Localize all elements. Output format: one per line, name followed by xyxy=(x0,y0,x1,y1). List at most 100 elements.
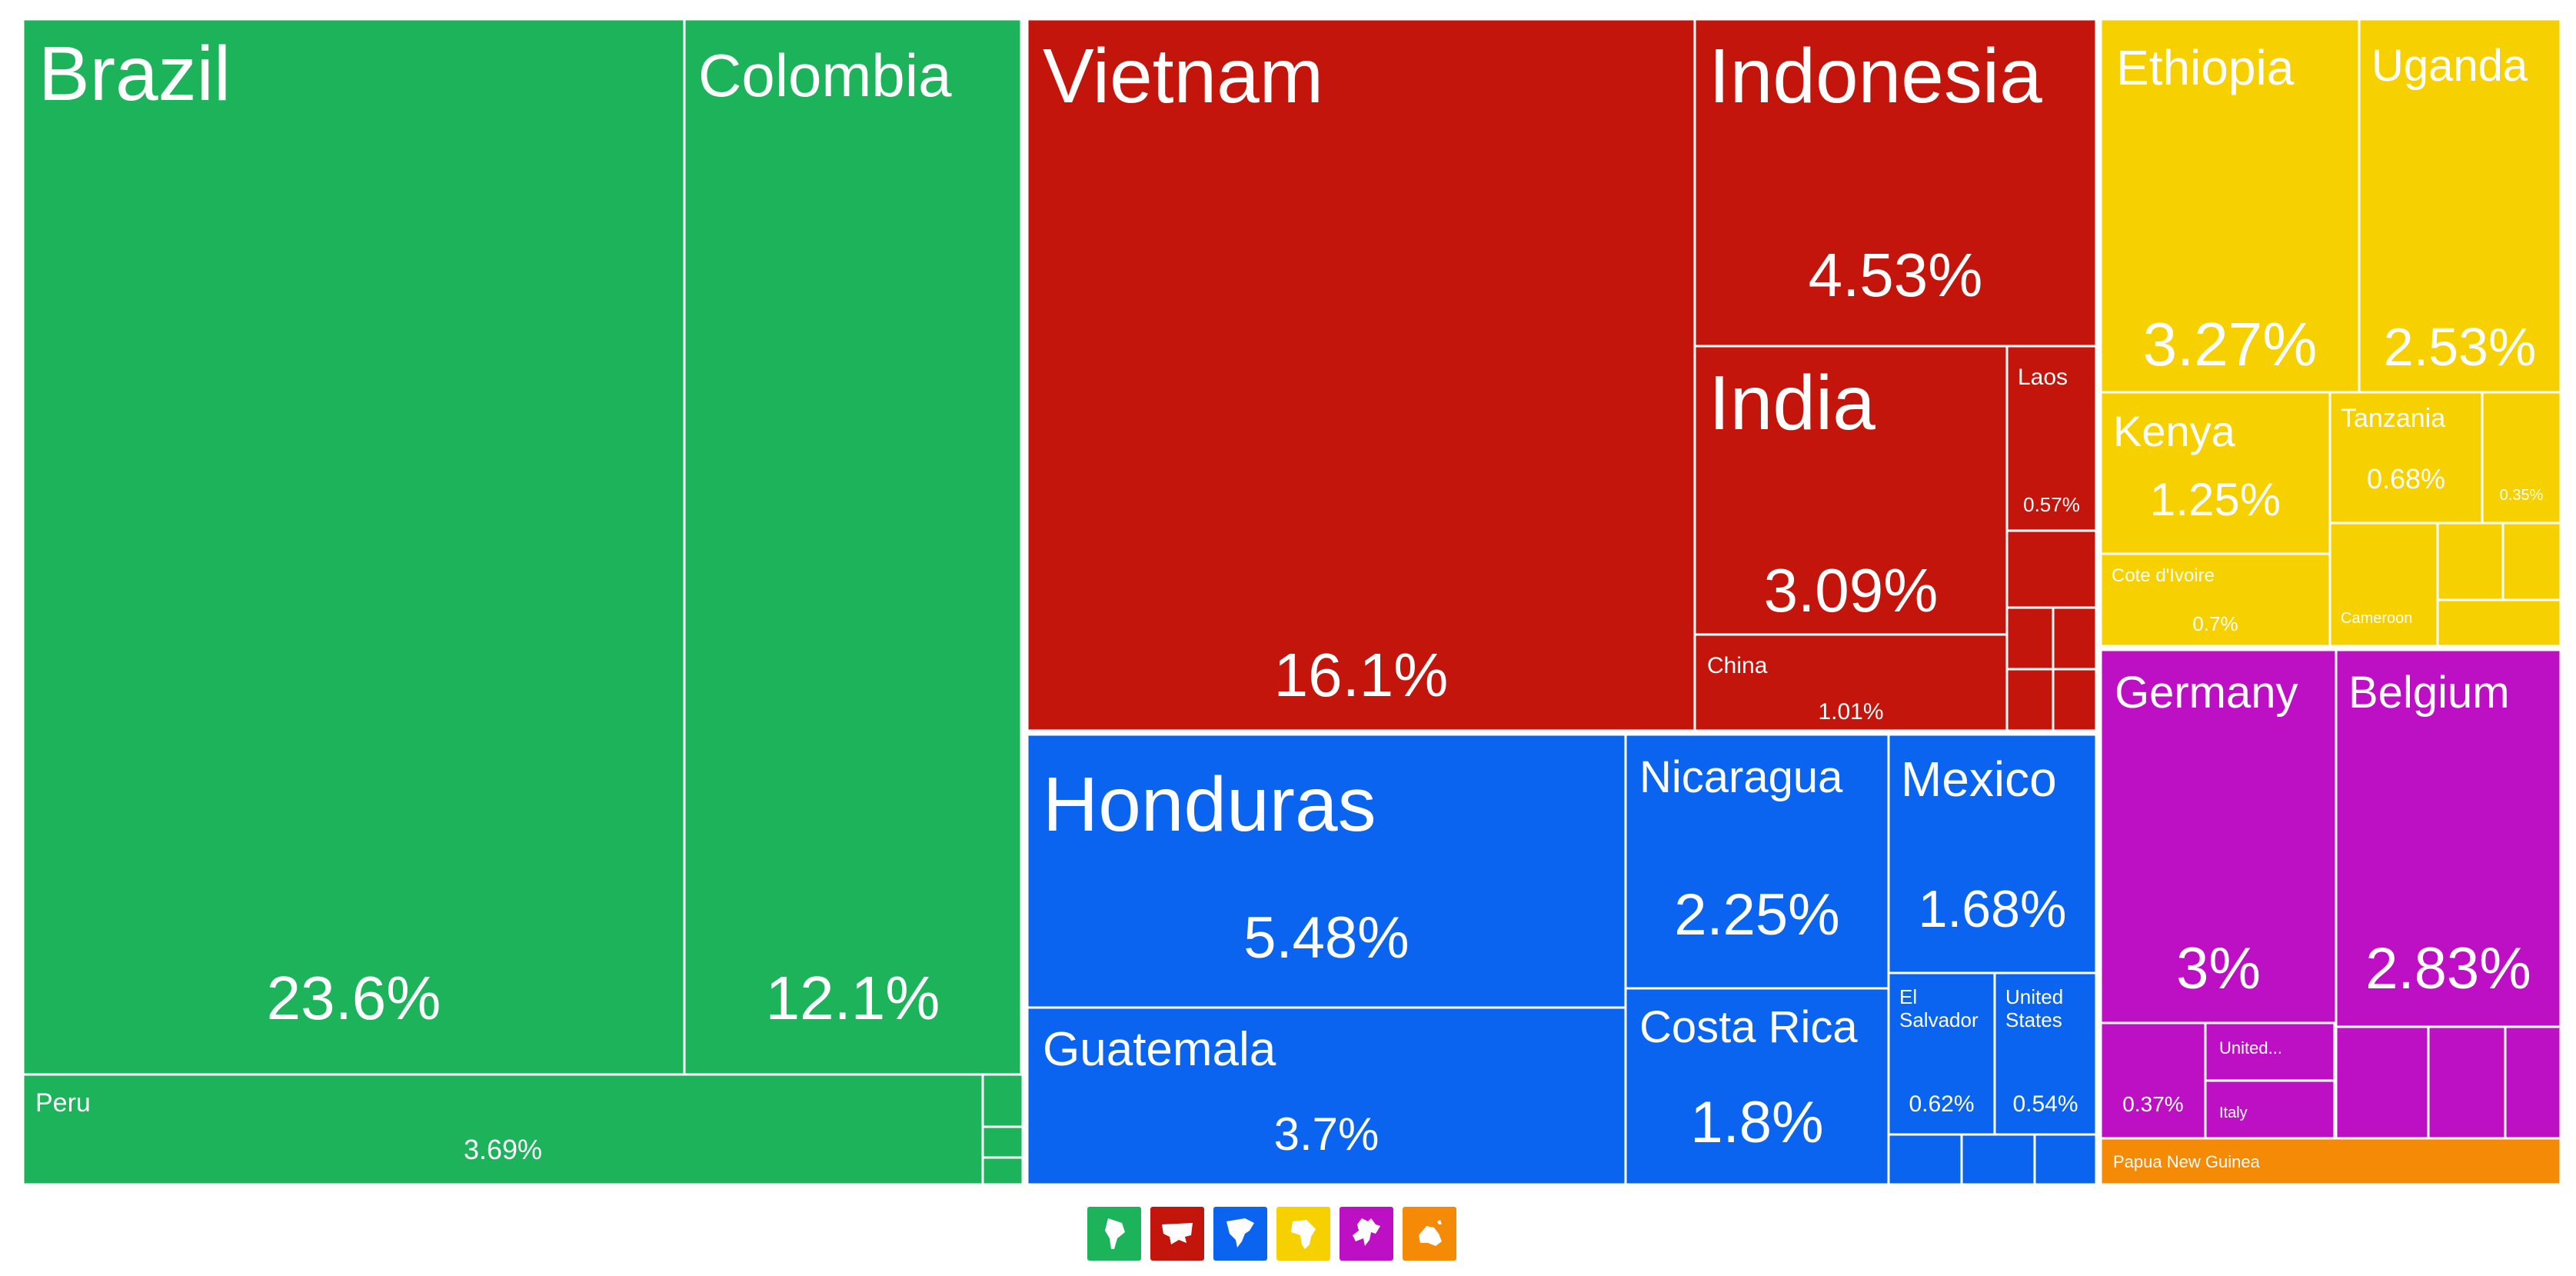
tile-europe-minor-2[interactable] xyxy=(2099,1021,2207,1140)
tile-north-america-minor-7[interactable] xyxy=(1887,1133,1963,1186)
tile-united[interactable] xyxy=(2204,1021,2336,1082)
tile-united-states-value: 0.54% xyxy=(2012,1091,2078,1117)
legend-asia[interactable] xyxy=(1150,1207,1204,1261)
tile-china[interactable] xyxy=(1693,633,2009,732)
tile-colombia-value: 12.1% xyxy=(766,964,940,1032)
tile-united-label: United... xyxy=(2219,1038,2282,1058)
tile-europe-minor-6[interactable] xyxy=(2427,1025,2507,1140)
tile-laos-value: 0.57% xyxy=(2023,493,2080,516)
tile-kenya-value: 1.25% xyxy=(2150,474,2281,525)
continent-legend xyxy=(1087,1207,1456,1261)
tile-papua-new-guinea[interactable] xyxy=(2099,1137,2562,1186)
tile-guatemala[interactable] xyxy=(1026,1006,1627,1186)
tile-indonesia-value: 4.53% xyxy=(1809,241,1983,309)
legend-europe[interactable] xyxy=(1340,1207,1393,1261)
tile-italy-label: Italy xyxy=(2219,1104,2248,1121)
tile-costa-rica-label: Costa Rica xyxy=(1639,1002,1858,1052)
tile-south-america-minor-4[interactable] xyxy=(981,1125,1024,1159)
tile-united-states-label: United States xyxy=(2005,985,2063,1031)
tile-tanzania-value: 0.68% xyxy=(2367,463,2445,495)
tile-nicaragua-value: 2.25% xyxy=(1674,882,1840,948)
tile-germany[interactable] xyxy=(2099,648,2338,1024)
tile-cameroon[interactable] xyxy=(2328,521,2439,648)
tile-laos[interactable] xyxy=(2005,345,2098,532)
tile-africa-minor-8[interactable] xyxy=(2501,521,2562,601)
legend-north-america[interactable] xyxy=(1213,1207,1267,1261)
tile-ethiopia-label: Ethiopia xyxy=(2116,40,2295,95)
tile-ethiopia-value: 3.27% xyxy=(2143,310,2318,378)
tile-el-salvador[interactable] xyxy=(1887,971,1996,1136)
tile-africa-minor-7[interactable] xyxy=(2436,521,2504,601)
tile-brazil-label: Brazil xyxy=(38,31,231,117)
europe-icon xyxy=(1353,1218,1380,1246)
tile-africa-minor-5-value: 0.35% xyxy=(2500,487,2544,504)
tile-peru-label: Peru xyxy=(35,1088,91,1118)
tile-peru[interactable] xyxy=(22,1073,984,1186)
tile-china-label: China xyxy=(1707,653,1768,678)
continent-group-europe: Germany 3% Belgium 2.83% 0.37% United... Italy xyxy=(2099,648,2562,1140)
tile-tanzania-label: Tanzania xyxy=(2341,404,2445,433)
tile-asia-minor-5[interactable] xyxy=(2005,529,2098,609)
asia-icon xyxy=(1162,1223,1193,1244)
legend-africa[interactable] xyxy=(1276,1207,1330,1261)
tile-uganda-label: Uganda xyxy=(2371,41,2528,91)
tile-guatemala-label: Guatemala xyxy=(1043,1023,1276,1076)
tile-costa-rica-value: 1.8% xyxy=(1690,1090,1823,1155)
oceania-icon xyxy=(1419,1220,1442,1246)
tile-indonesia[interactable] xyxy=(1693,18,2098,348)
tile-south-america-minor-5[interactable] xyxy=(981,1156,1024,1186)
tile-germany-label: Germany xyxy=(2115,668,2298,718)
tile-colombia[interactable] xyxy=(683,18,1023,1076)
continent-group-north-america: Honduras 5.48% Guatemala 3.7% Nicaragua 2.25%… xyxy=(1026,733,2098,1186)
tile-uganda[interactable] xyxy=(2358,18,2562,394)
tile-europe-minor-7[interactable] xyxy=(2504,1025,2562,1140)
tile-europe-minor-5[interactable] xyxy=(2335,1025,2430,1140)
tile-belgium[interactable] xyxy=(2335,648,2562,1028)
tile-ethiopia[interactable] xyxy=(2099,18,2361,394)
tile-colombia-label: Colombia xyxy=(698,42,952,109)
tile-laos-label: Laos xyxy=(2018,365,2068,390)
tile-vietnam-label: Vietnam xyxy=(1043,33,1323,119)
tile-europe-minor-2-value: 0.37% xyxy=(2122,1092,2183,1116)
tile-vietnam-value: 16.1% xyxy=(1274,641,1449,709)
tile-el-salvador-label: El Salvador xyxy=(1899,985,1979,1031)
tile-asia-minor-8[interactable] xyxy=(2005,668,2055,732)
tile-honduras-label: Honduras xyxy=(1043,761,1376,848)
tile-india-value: 3.09% xyxy=(1764,556,1939,625)
legend-south-america[interactable] xyxy=(1087,1207,1141,1261)
tile-costa-rica[interactable] xyxy=(1624,987,1890,1186)
tile-nicaragua-label: Nicaragua xyxy=(1639,752,1843,802)
tile-tanzania[interactable] xyxy=(2328,391,2484,525)
tile-peru-value: 3.69% xyxy=(464,1134,542,1165)
tile-asia-minor-6[interactable] xyxy=(2005,606,2055,671)
tile-guatemala-value: 3.7% xyxy=(1274,1108,1380,1160)
tile-africa-minor-9[interactable] xyxy=(2436,598,2562,648)
tile-germany-value: 3% xyxy=(2176,936,2261,1001)
tile-south-america-minor-3[interactable] xyxy=(981,1073,1024,1128)
tile-brazil[interactable] xyxy=(22,18,686,1076)
tile-belgium-label: Belgium xyxy=(2348,668,2510,718)
tile-north-america-minor-9[interactable] xyxy=(2033,1133,2098,1186)
tile-belgium-value: 2.83% xyxy=(2365,936,2531,1001)
tile-honduras[interactable] xyxy=(1026,733,1627,1009)
tile-papua-new-guinea-label: Papua New Guinea xyxy=(2113,1152,2261,1171)
tile-cameroon-label: Cameroon xyxy=(2341,610,2412,627)
tile-africa-minor-5[interactable] xyxy=(2481,391,2562,525)
tile-kenya-label: Kenya xyxy=(2113,407,2236,455)
legend-oceania[interactable] xyxy=(1403,1207,1456,1261)
continent-group-asia: Vietnam 16.1% Indonesia 4.53% India 3.09% Chin… xyxy=(1026,18,2098,732)
africa-icon xyxy=(1291,1220,1316,1249)
tile-el-salvador-value: 0.62% xyxy=(1909,1091,1974,1117)
treemap-chart: Brazil 23.6% Colombia 12.1% Peru 3.69% Vietnam… xyxy=(22,18,2562,1186)
south-america-icon xyxy=(1105,1218,1125,1249)
tile-north-america-minor-8[interactable] xyxy=(1960,1133,2036,1186)
tile-uganda-value: 2.53% xyxy=(2384,317,2536,377)
tile-kenya[interactable] xyxy=(2099,391,2331,555)
tile-india[interactable] xyxy=(1693,345,2009,636)
tile-asia-minor-7[interactable] xyxy=(2052,606,2098,671)
tile-asia-minor-9[interactable] xyxy=(2052,668,2098,732)
continent-group-africa: Ethiopia 3.27% Uganda 2.53% Kenya 1.25% Tanzan… xyxy=(2099,18,2562,648)
tile-brazil-value: 23.6% xyxy=(267,964,441,1032)
tile-cote-d-ivoire[interactable] xyxy=(2099,552,2331,648)
tile-vietnam[interactable] xyxy=(1026,18,1696,732)
